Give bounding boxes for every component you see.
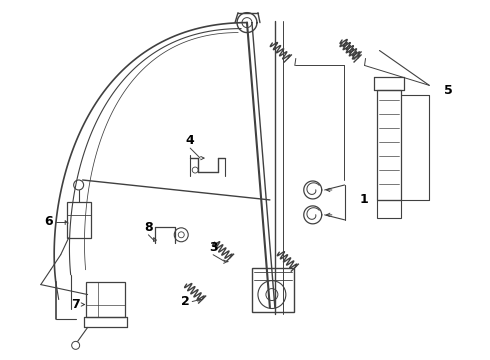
Text: 7: 7	[71, 298, 80, 311]
Text: 1: 1	[360, 193, 368, 206]
Text: 5: 5	[444, 84, 453, 97]
Bar	[252, 268, 294, 312]
Bar	[67, 202, 91, 238]
Bar	[377, 90, 401, 200]
Text: 6: 6	[45, 215, 53, 228]
Bar	[86, 282, 125, 318]
Text: 8: 8	[144, 221, 153, 234]
Bar	[377, 200, 401, 218]
Text: 2: 2	[181, 295, 190, 308]
Text: 3: 3	[209, 241, 218, 254]
Text: 4: 4	[186, 134, 195, 147]
